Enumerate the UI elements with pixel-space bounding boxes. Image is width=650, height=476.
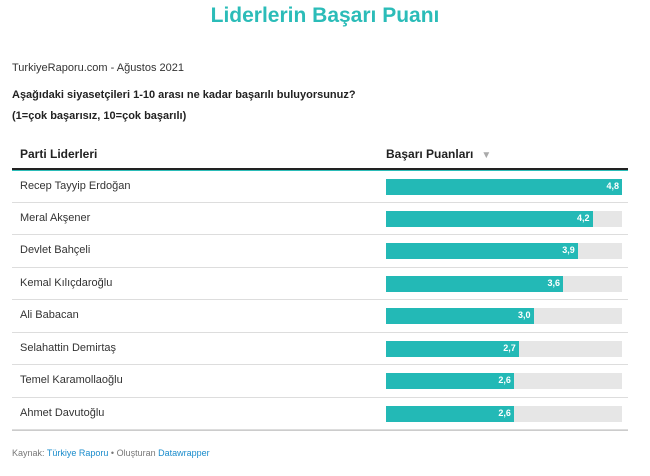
bar-value-label: 2,7	[503, 342, 516, 353]
bar: 4,2	[386, 210, 593, 227]
bar: 2,7	[386, 340, 519, 357]
question-line-1: Aşağıdaki siyasetçileri 1-10 arası ne ka…	[12, 89, 356, 101]
table-row: Ali Babacan 3,0	[12, 300, 628, 333]
bar-value-label: 3,6	[547, 277, 560, 288]
bar-track: 3,6	[386, 275, 622, 292]
bar: 3,6	[386, 275, 563, 292]
column-header-scores-label: Başarı Puanları	[386, 147, 474, 161]
bar-value-label: 2,6	[498, 375, 511, 385]
bar: 2,6	[386, 373, 514, 389]
bar-track: 2,6	[386, 373, 622, 389]
footer-created-label: Oluşturan	[116, 448, 156, 458]
row-label: Ali Babacan	[20, 309, 79, 321]
bar-track: 3,0	[386, 308, 622, 324]
chart-title: Liderlerin Başarı Puanı	[210, 4, 440, 27]
bar-value-label: 3,0	[517, 310, 531, 320]
bar-track: 3,9	[386, 243, 622, 259]
table-row: Recep Tayyip Erdoğan 4,8	[12, 170, 628, 203]
row-label: Ahmet Davutoğlu	[20, 406, 105, 419]
bar-track: 2,6	[386, 405, 622, 422]
row-label: Temel Karamollaoğlu	[20, 374, 123, 386]
bar-value-label: 2,6	[498, 407, 511, 418]
row-label: Meral Akşener	[20, 211, 91, 224]
table-header: Parti Liderleri Başarı Puanları ▼	[12, 140, 628, 170]
sort-down-icon[interactable]: ▼	[481, 150, 492, 161]
bar: 4,8	[386, 179, 622, 195]
footer-datawrapper-link[interactable]: Datawrapper	[158, 448, 210, 458]
source-line: TurkiyeRaporu.com - Ağustos 2021	[12, 62, 185, 74]
table-body: Recep Tayyip Erdoğan 4,8 Meral Akşener 4,2 D…	[12, 170, 628, 431]
table-row: Kemal Kılıçdaroğlu 3,6	[12, 268, 628, 300]
footer-source-label: Kaynak:	[12, 448, 45, 458]
footer: Kaynak: Türkiye Raporu • Oluşturan Dataw…	[12, 448, 210, 458]
question-line-2: (1=çok başarısız, 10=çok başarılı)	[12, 110, 187, 122]
bar: 3,9	[386, 243, 578, 259]
column-header-scores[interactable]: Başarı Puanları ▼	[386, 147, 491, 161]
row-label: Devlet Bahçeli	[20, 244, 91, 256]
column-header-leaders[interactable]: Parti Liderleri	[20, 147, 98, 161]
bar: 2,6	[386, 405, 514, 422]
score-table: Parti Liderleri Başarı Puanları ▼ Recep T…	[12, 140, 628, 431]
question-text: Aşağıdaki siyasetçileri 1-10 arası ne ka…	[12, 85, 356, 127]
row-label: Recep Tayyip Erdoğan	[20, 180, 131, 192]
table-row: Ahmet Davutoğlu 2,6	[12, 398, 628, 430]
bar: 3,0	[386, 308, 534, 324]
row-label: Kemal Kılıçdaroğlu	[20, 276, 113, 289]
table-row: Temel Karamollaoğlu 2,6	[12, 365, 628, 398]
row-label: Selahattin Demirtaş	[20, 341, 116, 354]
bar-track: 4,2	[386, 210, 622, 227]
table-row: Meral Akşener 4,2	[12, 203, 628, 235]
bar-track: 2,7	[386, 340, 622, 357]
bar-value-label: 4,2	[576, 212, 590, 223]
footer-source-link[interactable]: Türkiye Raporu	[46, 448, 109, 458]
footer-separator: •	[110, 448, 115, 458]
bar-value-label: 4,8	[606, 181, 619, 191]
bar-value-label: 3,9	[562, 245, 575, 255]
bar-track: 4,8	[386, 179, 622, 195]
table-row: Selahattin Demirtaş 2,7	[12, 333, 628, 365]
table-row: Devlet Bahçeli 3,9	[12, 235, 628, 268]
